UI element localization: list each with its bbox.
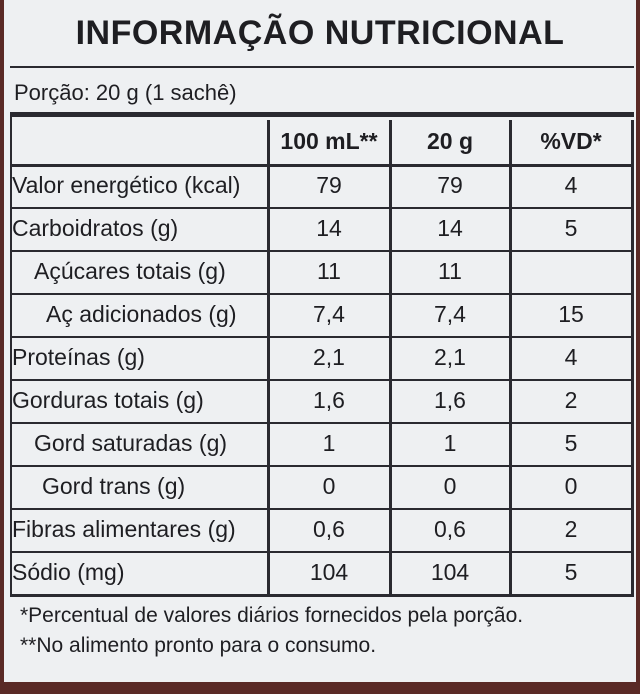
- cell-value: 5: [564, 559, 578, 585]
- cell-value: 1,6: [434, 387, 466, 413]
- row-label: Fibras alimentares (g): [12, 516, 236, 542]
- cell-value: 11: [317, 258, 341, 284]
- row-label: Gorduras totais (g): [12, 387, 204, 413]
- footnote: *Percentual de valores diários fornecido…: [20, 604, 524, 627]
- cell-value: 4: [564, 344, 578, 370]
- cell-value: 5: [564, 215, 578, 241]
- row-label: Aç adicionados (g): [46, 301, 237, 327]
- row-label: Sódio (mg): [12, 559, 125, 585]
- title: INFORMAÇÃO NUTRICIONAL: [75, 14, 565, 52]
- cell-value: 0,6: [434, 516, 466, 542]
- cell-value: 0: [322, 473, 336, 499]
- cell-value: 2: [564, 516, 578, 542]
- rule: [10, 508, 634, 510]
- cell-value: 104: [309, 559, 349, 585]
- column-header: 20 g: [426, 128, 474, 154]
- cell-value: 0: [443, 473, 457, 499]
- rule: [10, 465, 634, 467]
- column-rule: [509, 120, 512, 594]
- row-label: Proteínas (g): [12, 344, 145, 370]
- cell-value: 11: [438, 258, 462, 284]
- cell-value: 14: [316, 215, 342, 241]
- rule: [10, 164, 634, 167]
- cell-value: 2,1: [434, 344, 466, 370]
- column-header: 100 mL**: [280, 128, 378, 154]
- cell-value: 15: [558, 301, 584, 327]
- cell-value: 1: [443, 430, 457, 456]
- row-label: Gord trans (g): [42, 473, 186, 499]
- column-rule: [631, 120, 634, 594]
- nutrition-label: INFORMAÇÃO NUTRICIONAL Porção: 20 g (1 s…: [4, 0, 636, 682]
- cell-value: 104: [430, 559, 470, 585]
- cell-value: 0: [564, 473, 578, 499]
- cell-value: 0,6: [313, 516, 345, 542]
- rule: [10, 551, 634, 553]
- row-label: Valor energético (kcal): [12, 172, 241, 198]
- column-header: %VD*: [540, 128, 602, 154]
- row-label: Açúcares totais (g): [34, 258, 226, 284]
- rule: [10, 422, 634, 424]
- rule: [10, 336, 634, 338]
- column-rule: [10, 117, 12, 594]
- row-label: Gord saturadas (g): [34, 430, 228, 456]
- rule: [10, 379, 634, 381]
- cell-value: 4: [564, 172, 578, 198]
- portion: Porção: 20 g (1 sachê): [14, 80, 237, 105]
- rule: [10, 207, 634, 209]
- rule: [10, 112, 634, 117]
- cell-value: 14: [437, 215, 463, 241]
- cell-value: 1,6: [313, 387, 345, 413]
- rule: [10, 250, 634, 252]
- rule: [10, 293, 634, 295]
- cell-value: 2,1: [313, 344, 345, 370]
- column-rule: [389, 120, 392, 594]
- cell-value: 7,4: [434, 301, 466, 327]
- cell-value: 2: [564, 387, 578, 413]
- column-rule: [267, 120, 270, 594]
- cell-value: 5: [564, 430, 578, 456]
- rule: [10, 594, 634, 597]
- row-label: Carboidratos (g): [12, 215, 179, 241]
- cell-value: 1: [322, 430, 336, 456]
- cell-value: 7,4: [313, 301, 345, 327]
- footnote: **No alimento pronto para o consumo.: [20, 634, 377, 657]
- cell-value: 79: [437, 172, 463, 198]
- cell-value: 79: [316, 172, 342, 198]
- rule: [10, 66, 634, 68]
